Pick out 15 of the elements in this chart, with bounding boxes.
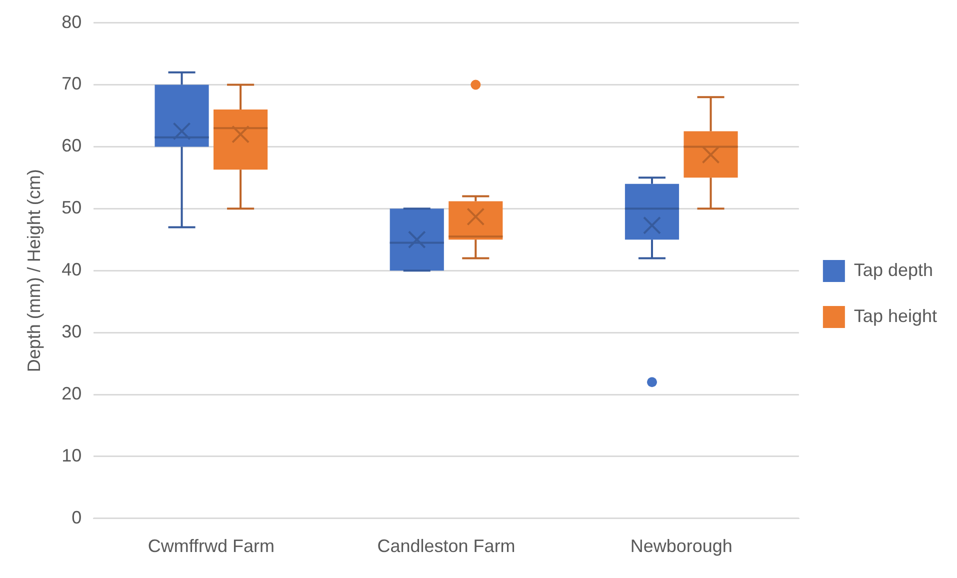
y-tick-label: 10 xyxy=(62,445,82,466)
y-tick-label: 0 xyxy=(72,507,82,528)
y-tick-label: 80 xyxy=(62,12,82,32)
legend-label: Tap height xyxy=(854,306,938,326)
y-tick-label: 20 xyxy=(62,383,82,404)
y-tick-label: 60 xyxy=(62,136,82,156)
y-axis-title: Depth (mm) / Height (cm) xyxy=(24,169,44,372)
y-tick-label: 50 xyxy=(62,198,82,218)
y-tick-label: 40 xyxy=(62,260,82,280)
y-tick-label: 30 xyxy=(62,322,82,342)
x-tick-label: Candleston Farm xyxy=(377,536,516,556)
y-tick-label: 70 xyxy=(62,74,82,94)
x-tick-label: Newborough xyxy=(630,536,732,556)
x-tick-label: Cwmffrwd Farm xyxy=(148,536,275,556)
legend-label: Tap depth xyxy=(854,260,934,280)
